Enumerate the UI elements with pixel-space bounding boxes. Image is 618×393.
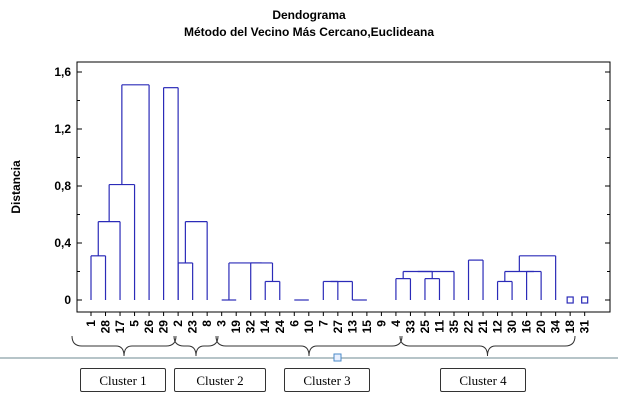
leaf-label: 31 xyxy=(578,320,592,334)
chart-title: Dendograma xyxy=(272,8,346,22)
y-tick-label: 0,8 xyxy=(54,179,71,193)
leaf-label: 32 xyxy=(244,320,258,334)
cluster-4-label: Cluster 4 xyxy=(440,368,526,392)
cluster-2-brace xyxy=(173,335,219,357)
cluster-3-label: Cluster 3 xyxy=(284,368,370,392)
leaf-label: 30 xyxy=(505,320,519,334)
y-tick-label: 0,4 xyxy=(54,236,71,250)
leaf-label: 4 xyxy=(389,320,403,327)
leaf-label: 12 xyxy=(491,320,505,334)
singleton-marker xyxy=(566,296,574,304)
y-tick-label: 1,2 xyxy=(54,122,71,136)
leaf-label: 26 xyxy=(142,320,156,334)
leaf-label: 28 xyxy=(99,320,113,334)
leaf-label: 15 xyxy=(360,320,374,334)
leaf-label: 16 xyxy=(520,320,534,334)
plot-frame xyxy=(76,61,611,313)
cluster-4-brace xyxy=(399,335,576,357)
leaf-label: 20 xyxy=(534,320,548,334)
y-tick-label: 0 xyxy=(64,293,71,307)
cluster-1-label: Cluster 1 xyxy=(80,368,166,392)
leaf-label: 33 xyxy=(403,320,417,334)
leaf-label: 10 xyxy=(302,320,316,334)
cluster-3-brace xyxy=(215,335,403,357)
leaf-label: 24 xyxy=(273,320,287,334)
leaf-label: 6 xyxy=(287,320,301,327)
cluster-2-label: Cluster 2 xyxy=(174,368,266,392)
leaf-label: 5 xyxy=(128,320,142,327)
leaf-label: 19 xyxy=(229,320,243,334)
y-axis-label: Distancia xyxy=(9,160,23,214)
leaf-label: 34 xyxy=(549,320,563,334)
leaf-label: 7 xyxy=(316,320,330,327)
leaf-label: 35 xyxy=(447,320,461,334)
leaf-label: 14 xyxy=(258,320,272,334)
y-tick-label: 1,6 xyxy=(54,65,71,79)
leaf-label: 9 xyxy=(374,320,388,327)
leaf-label: 27 xyxy=(331,320,345,334)
leaf-label: 3 xyxy=(215,320,229,327)
leaf-label: 18 xyxy=(563,320,577,334)
leaf-label: 8 xyxy=(200,320,214,327)
small-square-marker xyxy=(333,353,342,362)
leaf-label: 13 xyxy=(345,320,359,334)
leaf-label: 29 xyxy=(157,320,171,334)
leaf-label: 17 xyxy=(113,320,127,334)
leaf-label: 25 xyxy=(418,320,432,334)
leaf-label: 22 xyxy=(462,320,476,334)
leaf-label: 23 xyxy=(186,320,200,334)
leaf-label: 1 xyxy=(84,320,98,327)
singleton-marker xyxy=(581,296,589,304)
leaf-label: 2 xyxy=(171,320,185,327)
chart-subtitle: Método del Vecino Más Cercano,Euclideana xyxy=(183,25,435,39)
cluster-1-brace xyxy=(71,335,177,357)
leaf-label: 21 xyxy=(476,320,490,334)
leaf-label: 11 xyxy=(432,320,446,333)
